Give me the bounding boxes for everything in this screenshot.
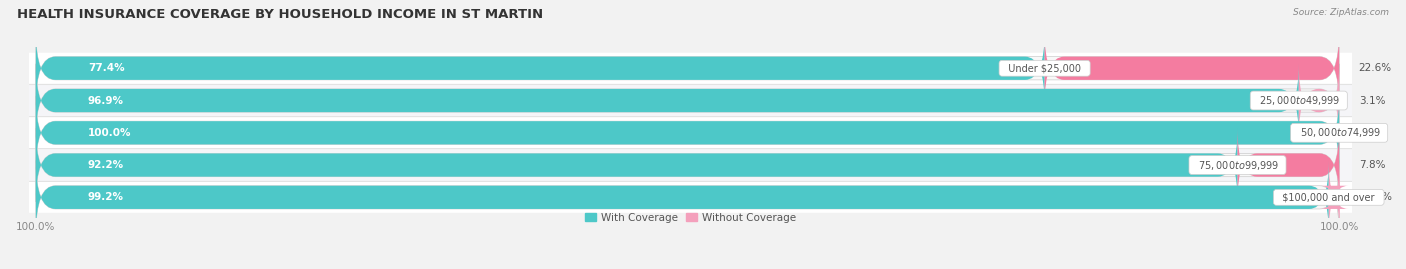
FancyBboxPatch shape — [1299, 64, 1339, 137]
Text: 0.0%: 0.0% — [1358, 128, 1385, 138]
FancyBboxPatch shape — [35, 31, 1045, 105]
FancyBboxPatch shape — [10, 150, 1365, 180]
FancyBboxPatch shape — [10, 182, 1365, 213]
Text: 3.1%: 3.1% — [1358, 95, 1385, 105]
FancyBboxPatch shape — [35, 128, 1237, 202]
Text: 7.8%: 7.8% — [1358, 160, 1385, 170]
FancyBboxPatch shape — [1045, 31, 1339, 105]
Text: 100.0%: 100.0% — [89, 128, 132, 138]
FancyBboxPatch shape — [35, 64, 1299, 137]
Text: $100,000 and over: $100,000 and over — [1277, 192, 1381, 202]
FancyBboxPatch shape — [35, 96, 1339, 169]
FancyBboxPatch shape — [10, 53, 1365, 84]
Text: $50,000 to $74,999: $50,000 to $74,999 — [1294, 126, 1385, 139]
Text: 77.4%: 77.4% — [89, 63, 125, 73]
Text: 92.2%: 92.2% — [89, 160, 124, 170]
Text: 0.84%: 0.84% — [1360, 192, 1392, 202]
FancyBboxPatch shape — [10, 85, 1365, 116]
Text: Under $25,000: Under $25,000 — [1002, 63, 1087, 73]
FancyBboxPatch shape — [1237, 128, 1339, 202]
FancyBboxPatch shape — [35, 31, 1339, 105]
Text: HEALTH INSURANCE COVERAGE BY HOUSEHOLD INCOME IN ST MARTIN: HEALTH INSURANCE COVERAGE BY HOUSEHOLD I… — [17, 8, 543, 21]
FancyBboxPatch shape — [10, 117, 1365, 148]
Text: 99.2%: 99.2% — [89, 192, 124, 202]
FancyBboxPatch shape — [35, 128, 1339, 202]
Legend: With Coverage, Without Coverage: With Coverage, Without Coverage — [581, 208, 800, 227]
Text: 96.9%: 96.9% — [89, 95, 124, 105]
Text: $25,000 to $49,999: $25,000 to $49,999 — [1253, 94, 1344, 107]
FancyBboxPatch shape — [35, 161, 1329, 234]
Text: $75,000 to $99,999: $75,000 to $99,999 — [1192, 158, 1284, 172]
FancyBboxPatch shape — [1320, 161, 1348, 234]
FancyBboxPatch shape — [35, 96, 1339, 169]
FancyBboxPatch shape — [35, 64, 1339, 137]
FancyBboxPatch shape — [35, 161, 1339, 234]
Text: 22.6%: 22.6% — [1358, 63, 1392, 73]
Text: Source: ZipAtlas.com: Source: ZipAtlas.com — [1294, 8, 1389, 17]
